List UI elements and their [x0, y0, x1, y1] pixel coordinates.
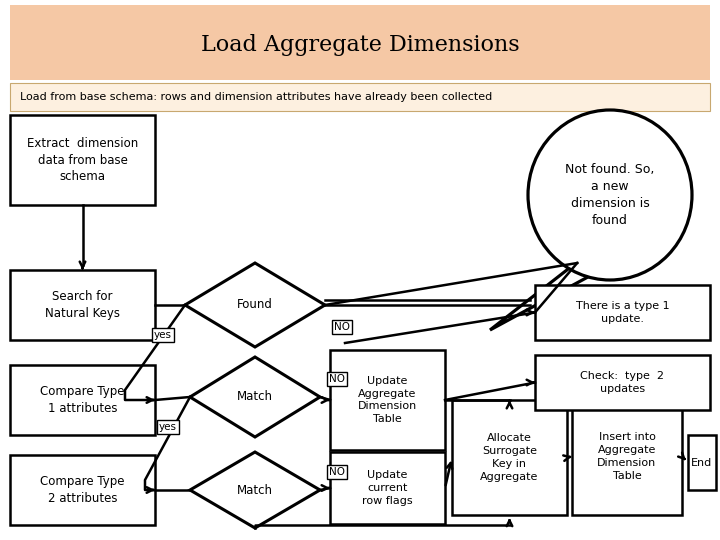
- Polygon shape: [190, 357, 320, 437]
- Text: Compare Type
2 attributes: Compare Type 2 attributes: [40, 475, 125, 505]
- Bar: [330, 350, 445, 450]
- Text: Check:  type  2
updates: Check: type 2 updates: [580, 371, 665, 394]
- Text: NO: NO: [329, 374, 345, 384]
- Ellipse shape: [528, 110, 692, 280]
- Bar: [10, 270, 155, 340]
- Text: Extract  dimension
data from base
schema: Extract dimension data from base schema: [27, 137, 138, 183]
- Text: There is a type 1
update.: There is a type 1 update.: [576, 301, 670, 324]
- Polygon shape: [185, 263, 325, 347]
- Bar: [330, 452, 445, 524]
- Bar: [535, 285, 710, 340]
- Text: NO: NO: [329, 467, 345, 477]
- Bar: [535, 355, 710, 410]
- Text: Match: Match: [237, 390, 273, 403]
- Text: Compare Type
1 attributes: Compare Type 1 attributes: [40, 385, 125, 415]
- Text: Load Aggregate Dimensions: Load Aggregate Dimensions: [201, 34, 519, 56]
- Text: Match: Match: [237, 483, 273, 496]
- Bar: [10, 5, 710, 80]
- Bar: [10, 455, 155, 525]
- Text: yes: yes: [159, 422, 177, 432]
- Text: Search for
Natural Keys: Search for Natural Keys: [45, 291, 120, 320]
- Bar: [572, 398, 682, 515]
- Bar: [10, 365, 155, 435]
- Text: Load from base schema: rows and dimension attributes have already been collected: Load from base schema: rows and dimensio…: [20, 92, 492, 102]
- Text: Not found. So,
a new
dimension is
found: Not found. So, a new dimension is found: [565, 163, 654, 227]
- Polygon shape: [190, 452, 320, 528]
- Polygon shape: [490, 259, 606, 330]
- Text: Found: Found: [237, 299, 273, 312]
- Bar: [688, 435, 716, 490]
- Text: yes: yes: [154, 330, 172, 340]
- Text: NO: NO: [334, 322, 350, 332]
- Text: Allocate
Surrogate
Key in
Aggregate: Allocate Surrogate Key in Aggregate: [480, 433, 539, 482]
- Text: End: End: [691, 457, 713, 468]
- Text: Insert into
Aggregate
Dimension
Table: Insert into Aggregate Dimension Table: [598, 433, 657, 481]
- Bar: [10, 83, 710, 111]
- Text: Update
Aggregate
Dimension
Table: Update Aggregate Dimension Table: [358, 376, 417, 424]
- Bar: [10, 115, 155, 205]
- Bar: [452, 400, 567, 515]
- Text: Update
current
row flags: Update current row flags: [362, 470, 413, 506]
